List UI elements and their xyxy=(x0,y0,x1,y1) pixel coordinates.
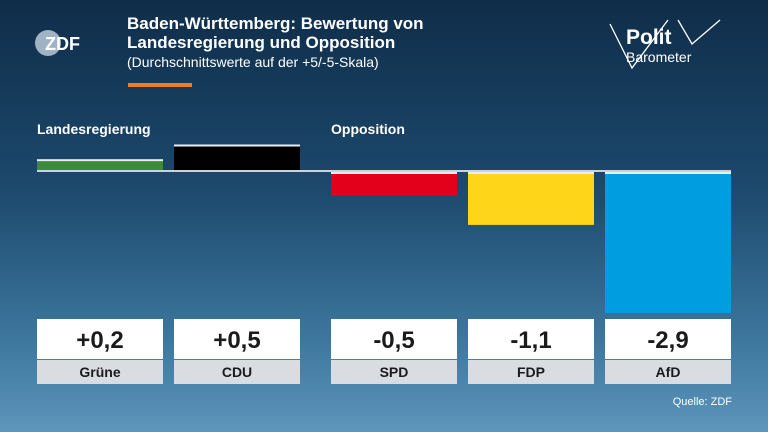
politbarometer-check-icon-2 xyxy=(677,19,721,46)
value-label-fdp: -1,1 xyxy=(510,327,551,354)
value-label-afd: -2,9 xyxy=(647,327,688,354)
category-label-gr-ne: Grüne xyxy=(79,364,120,380)
chart-subtitle: (Durchschnittswerte auf der +5/-5-Skala) xyxy=(127,54,379,70)
group-label-opposition: Opposition xyxy=(331,121,405,137)
category-box-fdp xyxy=(468,360,594,384)
bar-cdu xyxy=(174,146,300,171)
bar-edge-fdp xyxy=(468,172,594,174)
value-box-gr-ne xyxy=(37,319,163,359)
value-label-cdu: +0,5 xyxy=(213,327,260,354)
bar-edge-gr-ne xyxy=(37,159,163,162)
source-text: Quelle: ZDF xyxy=(672,396,732,408)
politbarometer-logo: Polit Barometer xyxy=(609,19,721,70)
category-box-afd xyxy=(605,360,731,384)
bar-fdp xyxy=(468,171,594,225)
bar-edge-cdu xyxy=(174,144,300,147)
category-label-afd: AfD xyxy=(656,364,681,380)
zdf-logo-text: ZDF xyxy=(45,34,80,54)
zdf-logo: ZDF xyxy=(35,30,80,56)
bar-afd xyxy=(605,171,731,314)
value-label-spd: -0,5 xyxy=(373,327,414,354)
value-box-afd xyxy=(605,319,731,359)
zero-line xyxy=(37,170,731,172)
zdf-logo-circle xyxy=(35,30,61,56)
bar-spd xyxy=(331,171,457,196)
category-box-cdu xyxy=(174,360,300,384)
value-label-gr-ne: +0,2 xyxy=(76,327,123,354)
category-label-fdp: FDP xyxy=(517,364,545,380)
chart-title-line-1: Baden-Württemberg: Bewertung von xyxy=(127,14,424,33)
value-box-spd xyxy=(331,319,457,359)
accent-line xyxy=(128,83,192,87)
politbarometer-check-icon xyxy=(609,19,669,70)
category-label-cdu: CDU xyxy=(222,364,252,380)
value-box-fdp xyxy=(468,319,594,359)
bar-edge-afd xyxy=(605,172,731,174)
source-note: Quelle: ZDF xyxy=(673,396,732,408)
politbarometer-logo-word-1: Polit xyxy=(626,26,672,49)
category-box-gr-ne xyxy=(37,360,163,384)
politbarometer-logo-word-2: Barometer xyxy=(626,49,692,65)
group-label-landesregierung: Landesregierung xyxy=(37,121,151,137)
chart-title-line-2: Landesregierung und Opposition xyxy=(127,33,396,52)
value-box-cdu xyxy=(174,319,300,359)
bar-edge-spd xyxy=(331,172,457,174)
category-box-spd xyxy=(331,360,457,384)
bar-gr-ne xyxy=(37,161,163,171)
category-label-spd: SPD xyxy=(380,364,409,380)
header: Baden-Württemberg: Bewertung von Landesr… xyxy=(127,14,587,72)
